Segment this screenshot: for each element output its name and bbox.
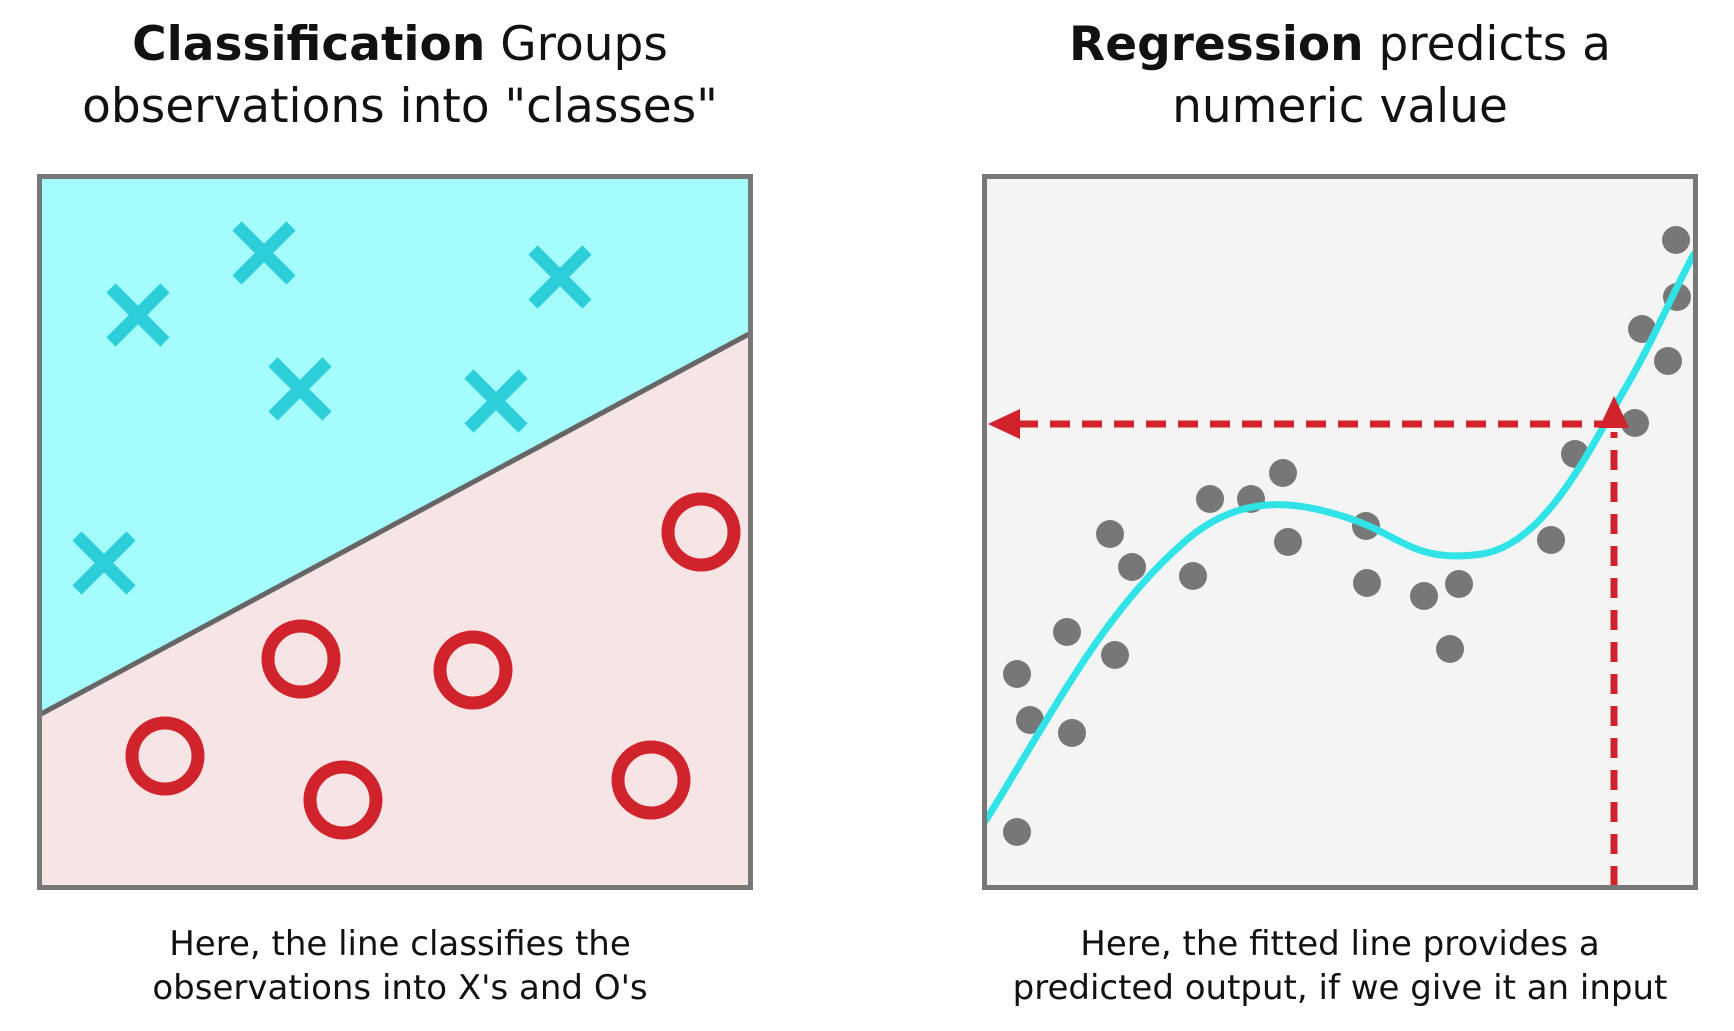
o-marker [433,630,513,710]
x-marker [106,283,170,347]
x-marker [528,245,592,309]
scatter-point [1436,635,1464,663]
input-arrowhead [1599,396,1629,428]
fitted-curve [982,250,1698,824]
regression-title-line1: Regression predicts a [940,14,1734,76]
classification-title-line1: Classification Groups [0,14,800,76]
scatter-point [1196,485,1224,513]
prediction-arrows [988,396,1629,886]
regression-background [986,178,1694,886]
x-markers-group [72,221,592,595]
classification-caption: Here, the line classifies the observatio… [0,922,800,1010]
regression-title-bold: Regression [1069,17,1364,72]
class-o-region [41,334,749,886]
scatter-point [1353,569,1381,597]
o-marker [261,619,341,699]
o-marker [125,716,205,796]
decision-boundary [39,331,751,717]
o-marker [611,740,691,820]
scatter-point [1662,226,1690,254]
classification-title-rest: Groups [485,17,668,72]
classification-title: Classification Groups observations into … [0,14,800,138]
scatter-point [1053,618,1081,646]
scatter-point [1058,719,1086,747]
regression-title-line2: numeric value [1172,79,1508,134]
scatter-point [1101,641,1129,669]
classification-title-bold: Classification [132,17,486,72]
x-marker [72,531,136,595]
o-markers-group [125,492,741,840]
classification-caption-line2: observations into X's and O's [152,968,648,1008]
scatter-point [1274,528,1302,556]
scatter-point [1537,526,1565,554]
scatter-point [1179,562,1207,590]
scatter-point [1445,570,1473,598]
regression-caption-line1: Here, the fitted line provides a [1080,924,1600,964]
regression-caption: Here, the fitted line provides a predict… [940,922,1734,1010]
output-arrowhead [988,409,1020,439]
scatter-point [1118,553,1146,581]
regression-frame [982,174,1698,890]
regression-caption-line2: predicted output, if we give it an input [1012,968,1668,1008]
x-marker [268,357,332,421]
x-marker [232,221,296,285]
scatter-point [1016,706,1044,734]
classification-caption-line1: Here, the line classifies the [169,924,631,964]
scatter-point [1654,347,1682,375]
scatter-point [1410,582,1438,610]
regression-title-rest: predicts a [1363,17,1611,72]
scatter-point [1628,315,1656,343]
scatter-point [1003,818,1031,846]
class-x-region [41,178,749,714]
o-marker [661,492,741,572]
scatter-point [1621,409,1649,437]
classification-frame [37,174,753,890]
o-marker [303,760,383,840]
classification-title-line2: observations into "classes" [82,79,718,134]
regression-panel [982,174,1698,890]
scatter-point [1003,660,1031,688]
scatter-point [1269,459,1297,487]
x-marker [464,369,528,433]
regression-title: Regression predicts a numeric value [940,14,1734,138]
classification-panel [37,174,753,890]
scatter-point [1096,520,1124,548]
